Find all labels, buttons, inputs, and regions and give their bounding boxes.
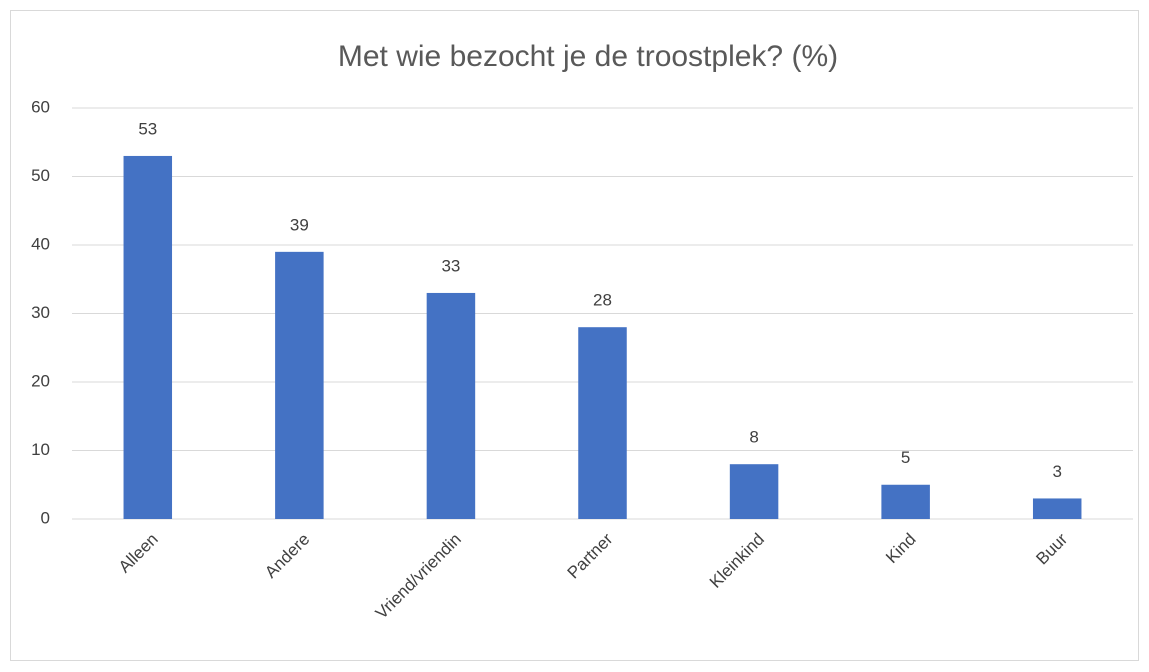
bar <box>426 292 476 519</box>
data-label: 39 <box>290 215 309 234</box>
chart-border <box>10 10 1139 661</box>
bar <box>729 464 779 519</box>
data-label: 53 <box>138 119 157 138</box>
data-label: 3 <box>1052 462 1061 481</box>
y-tick-label: 10 <box>31 440 50 459</box>
bar <box>275 251 324 519</box>
data-label: 5 <box>901 448 910 467</box>
bar <box>578 327 627 519</box>
data-label: 8 <box>749 428 758 447</box>
y-tick-label: 60 <box>31 97 50 116</box>
y-tick-label: 30 <box>31 303 50 322</box>
bar <box>881 484 930 519</box>
y-tick-label: 40 <box>31 234 50 253</box>
data-label: 28 <box>593 291 612 310</box>
y-tick-label: 20 <box>31 371 50 390</box>
bar <box>1032 498 1082 519</box>
chart-title: Met wie bezocht je de troostplek? (%) <box>338 40 838 73</box>
y-tick-label: 0 <box>41 508 50 527</box>
y-tick-label: 50 <box>31 166 50 185</box>
bar <box>123 155 173 519</box>
data-label: 33 <box>441 256 460 275</box>
